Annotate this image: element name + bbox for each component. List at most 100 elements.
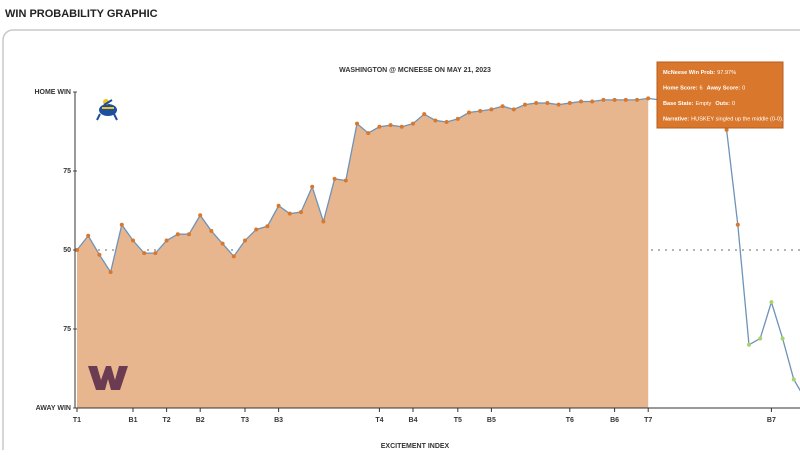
point bbox=[388, 123, 393, 128]
point bbox=[332, 176, 337, 181]
point bbox=[243, 238, 247, 243]
tooltip-value: 0 bbox=[742, 86, 745, 92]
point bbox=[310, 184, 315, 189]
point bbox=[455, 116, 460, 121]
tooltip-line: Narrative: HUSKEY singled up the middle (… bbox=[663, 117, 784, 123]
x-tick-label: B7 bbox=[767, 417, 776, 424]
x-tick-label: B4 bbox=[409, 417, 418, 424]
point bbox=[164, 238, 169, 243]
point bbox=[231, 254, 236, 259]
point bbox=[411, 121, 415, 126]
point bbox=[556, 102, 561, 107]
point bbox=[187, 232, 191, 237]
point bbox=[511, 107, 516, 112]
point bbox=[433, 118, 438, 123]
y-tick-label: HOME WIN bbox=[34, 89, 71, 96]
point bbox=[321, 219, 326, 224]
point bbox=[355, 121, 359, 126]
point bbox=[377, 124, 382, 129]
point bbox=[399, 124, 404, 129]
point bbox=[747, 342, 751, 347]
point bbox=[567, 101, 572, 106]
point bbox=[590, 99, 595, 104]
point bbox=[254, 227, 259, 232]
x-tick-label: T5 bbox=[454, 417, 462, 424]
point bbox=[75, 248, 79, 252]
tooltip-line: McNeese Win Prob: 97.97% bbox=[663, 70, 736, 76]
point bbox=[343, 178, 348, 183]
point bbox=[142, 251, 147, 256]
point bbox=[97, 252, 102, 257]
tooltip-box bbox=[656, 61, 784, 129]
point bbox=[500, 104, 505, 109]
point bbox=[86, 233, 91, 238]
tooltip-value: HUSKEY singled up the middle (0-0). bbox=[691, 117, 784, 123]
point bbox=[724, 127, 729, 132]
point bbox=[299, 210, 303, 215]
tooltip-label: Narrative: bbox=[663, 117, 689, 123]
point bbox=[478, 108, 483, 113]
point bbox=[545, 101, 550, 106]
home-logo bbox=[96, 99, 118, 121]
point bbox=[153, 251, 158, 256]
x-tick-label: T3 bbox=[241, 417, 249, 424]
point bbox=[198, 213, 203, 218]
point bbox=[131, 238, 135, 243]
point bbox=[366, 131, 371, 136]
point bbox=[612, 97, 617, 102]
point bbox=[467, 110, 471, 115]
point bbox=[523, 102, 527, 107]
point bbox=[735, 222, 740, 227]
x-tick-label: B5 bbox=[487, 417, 496, 424]
point bbox=[220, 241, 225, 246]
point bbox=[579, 99, 583, 104]
tooltip-value: 0 bbox=[732, 101, 735, 107]
point bbox=[534, 101, 539, 106]
x-tick-label: B3 bbox=[274, 417, 283, 424]
point bbox=[108, 270, 113, 275]
point bbox=[265, 224, 270, 229]
point bbox=[489, 107, 494, 112]
point bbox=[276, 203, 281, 208]
area bbox=[77, 98, 649, 409]
x-tick-label: T1 bbox=[73, 417, 81, 424]
tooltip-label: McNeese Win Prob: bbox=[663, 70, 715, 76]
y-tick-label: 50 bbox=[63, 247, 71, 254]
x-tick-label: T6 bbox=[566, 417, 574, 424]
tooltip: McNeese Win Prob: 97.97% Home Score: 6 Away … bbox=[656, 61, 784, 129]
y-tick-label: AWAY WIN bbox=[36, 405, 71, 412]
tooltip-label: Home Score: bbox=[663, 86, 698, 92]
point bbox=[422, 112, 427, 117]
point bbox=[444, 120, 449, 125]
x-tick-label: B1 bbox=[129, 417, 138, 424]
x-tick-label: B6 bbox=[610, 417, 619, 424]
tooltip-label: Base State: bbox=[663, 101, 694, 107]
tooltip-value: Empty bbox=[695, 101, 711, 107]
point bbox=[119, 222, 124, 227]
point bbox=[209, 229, 214, 234]
x-axis-label: EXCITEMENT INDEX bbox=[381, 443, 450, 450]
chart-title: WASHINGTON @ MCNEESE ON MAY 21, 2023 bbox=[339, 67, 491, 74]
x-tick-label: T7 bbox=[644, 417, 652, 424]
y-tick-label: 75 bbox=[63, 326, 71, 333]
tooltip-label: Outs: bbox=[715, 101, 730, 107]
tooltip-line: Base State: Empty Outs: 0 bbox=[663, 101, 735, 107]
away-logo bbox=[88, 366, 128, 390]
point bbox=[601, 97, 606, 102]
y-tick-label: 75 bbox=[63, 168, 71, 175]
point bbox=[769, 300, 774, 305]
x-tick-label: T2 bbox=[163, 417, 171, 424]
page-title: WIN PROBABILITY GRAPHIC bbox=[5, 8, 158, 20]
point bbox=[175, 232, 180, 237]
point bbox=[758, 336, 763, 341]
point bbox=[791, 377, 796, 382]
tooltip-value: 6 bbox=[700, 86, 703, 92]
point bbox=[623, 97, 628, 102]
tooltip-value: 97.97% bbox=[717, 70, 736, 76]
point bbox=[287, 211, 292, 216]
tooltip-line: Home Score: 6 Away Score: 0 bbox=[663, 86, 745, 92]
point bbox=[635, 97, 639, 102]
x-tick-label: T4 bbox=[375, 417, 383, 424]
